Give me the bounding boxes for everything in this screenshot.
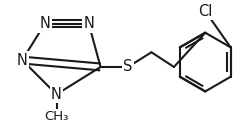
Text: S: S <box>123 59 132 74</box>
Text: Cl: Cl <box>197 4 212 19</box>
Text: N: N <box>17 53 28 68</box>
Text: N: N <box>39 16 50 31</box>
Text: N: N <box>83 16 94 31</box>
Text: N: N <box>51 87 62 102</box>
Text: CH₃: CH₃ <box>44 110 68 123</box>
